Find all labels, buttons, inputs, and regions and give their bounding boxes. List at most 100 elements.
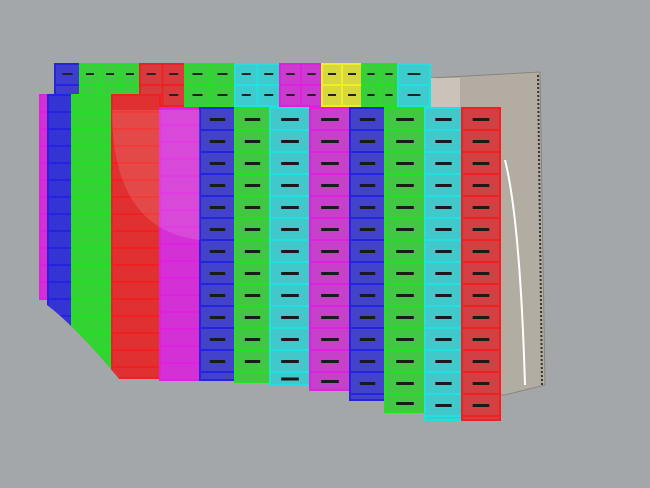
panel-label-mark xyxy=(281,294,299,297)
panel-label-mark xyxy=(244,206,261,209)
panel-label-mark xyxy=(472,118,490,121)
panel-label-mark xyxy=(359,360,376,363)
panel-label-mark xyxy=(359,338,376,341)
hull-panel xyxy=(39,196,49,215)
hull-cutaway xyxy=(40,300,120,380)
panel-label-mark xyxy=(396,360,414,363)
panel-label-mark xyxy=(472,294,490,297)
panel-label-mark xyxy=(359,250,376,253)
hull-panel xyxy=(159,243,201,262)
panel-label-mark xyxy=(281,140,299,143)
panel-column-green xyxy=(234,107,271,383)
panel-label-mark xyxy=(244,360,261,363)
panel-label-mark xyxy=(321,206,339,209)
panel-label-mark xyxy=(321,228,339,231)
hull-panel xyxy=(111,332,161,351)
panel-column-green xyxy=(384,107,426,413)
panel-label-mark xyxy=(321,184,339,187)
hull-panel xyxy=(71,111,113,130)
hull-panel xyxy=(71,230,113,249)
hull-panel xyxy=(47,94,73,113)
panel-label-mark xyxy=(321,360,339,363)
panel-label-mark xyxy=(396,206,414,209)
hull-panel xyxy=(159,277,201,296)
hull-panel xyxy=(39,213,49,232)
hull-panel xyxy=(111,264,161,283)
panel-label-mark xyxy=(435,294,452,297)
panel-label-mark xyxy=(244,118,261,121)
panel-label-mark xyxy=(321,316,339,319)
hull-panel xyxy=(111,247,161,266)
hull-panel xyxy=(111,298,161,317)
hull-panel xyxy=(47,179,73,198)
hull-panel xyxy=(39,264,49,283)
panel-label-mark xyxy=(321,140,339,143)
panel-label-mark xyxy=(281,162,299,165)
hull-panel xyxy=(461,415,501,421)
panel-column-magenta xyxy=(309,107,351,391)
panel-label-mark xyxy=(359,382,376,385)
panel-label-mark xyxy=(472,228,490,231)
back-panel-yellow xyxy=(321,63,363,107)
hull-panel xyxy=(111,349,161,368)
hull-panel xyxy=(159,362,201,381)
hull-panel xyxy=(424,415,463,421)
front-panel-columns xyxy=(39,94,501,421)
panel-column-green xyxy=(71,94,113,376)
panel-label-mark xyxy=(435,250,452,253)
panel-label-mark xyxy=(435,404,452,407)
panel-label-mark xyxy=(435,140,452,143)
structure-face xyxy=(430,78,460,108)
hull-panel xyxy=(47,128,73,147)
panel-label-mark xyxy=(396,250,414,253)
panel-label-mark xyxy=(472,404,490,407)
hull-panel xyxy=(71,315,113,334)
hull-panel xyxy=(39,145,49,164)
panel-label-mark xyxy=(435,228,452,231)
hull-panel xyxy=(159,328,201,347)
panel-label-mark xyxy=(209,250,226,253)
hull-panel xyxy=(71,264,113,283)
panel-label-mark xyxy=(321,272,339,275)
panel-column-blue xyxy=(199,107,236,381)
panel-label-mark xyxy=(281,272,299,275)
panel-label-mark xyxy=(435,360,452,363)
panel-label-mark xyxy=(281,228,299,231)
panel-label-mark xyxy=(396,184,414,187)
panel-label-mark xyxy=(359,228,376,231)
panel-label-mark xyxy=(435,206,452,209)
hull-panel xyxy=(159,345,201,364)
panel-label-mark xyxy=(396,140,414,143)
panel-label-mark xyxy=(396,316,414,319)
hull-panel xyxy=(111,366,161,379)
hull-panel xyxy=(111,281,161,300)
panel-label-mark xyxy=(244,162,261,165)
hull-panel xyxy=(39,281,49,300)
hull-panel xyxy=(39,128,49,147)
panel-label-mark xyxy=(321,294,339,297)
panel-label-mark xyxy=(281,184,299,187)
panel-label-mark xyxy=(359,140,376,143)
panel-label-mark xyxy=(209,360,226,363)
panel-label-mark xyxy=(281,360,299,363)
panel-label-mark xyxy=(209,162,226,165)
panel-label-mark xyxy=(209,338,226,341)
panel-label-mark xyxy=(435,338,452,341)
hull-panel xyxy=(47,162,73,181)
panel-label-mark xyxy=(396,118,414,121)
panel-label-mark xyxy=(281,316,299,319)
back-panel-magenta xyxy=(279,63,323,107)
hull-panel xyxy=(234,371,271,383)
panel-label-mark xyxy=(244,316,261,319)
panel-label-mark xyxy=(472,250,490,253)
panel-label-mark xyxy=(359,206,376,209)
panel-label-mark xyxy=(359,316,376,319)
hull-panel xyxy=(71,213,113,232)
panel-label-mark xyxy=(209,272,226,275)
panel-label-mark xyxy=(244,338,261,341)
panel-label-mark xyxy=(472,382,490,385)
panel-label-mark xyxy=(435,382,452,385)
panel-label-mark xyxy=(435,118,452,121)
back-panel-cyan xyxy=(234,63,281,107)
